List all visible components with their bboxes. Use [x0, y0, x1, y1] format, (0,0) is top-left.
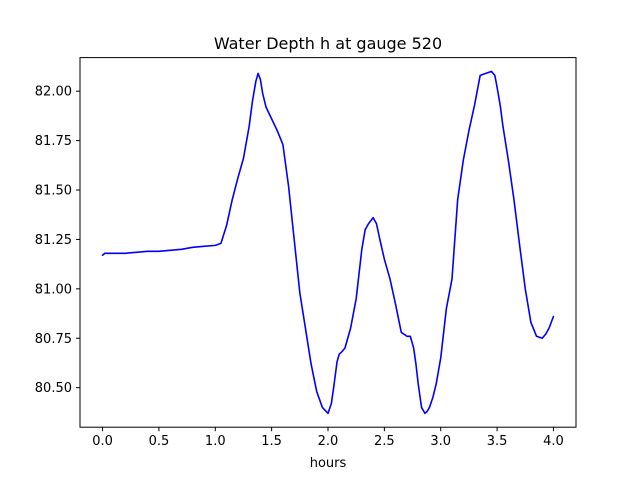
x-axis: 0.0 0.5 1.0 1.5 2.0 2.5 3.0 3.5 4.0	[92, 427, 564, 449]
y-axis: 80.50 80.75 81.00 81.25 81.50 81.75 82.00	[35, 85, 80, 396]
y-tick-label: 81.00	[35, 282, 72, 297]
series-line-1	[101, 70, 555, 415]
x-tick-label: 3.0	[430, 434, 451, 449]
plot-frame	[79, 57, 577, 428]
x-tick-label: 1.5	[261, 434, 282, 449]
y-tick-label: 81.75	[35, 134, 72, 149]
plot-area	[101, 70, 555, 415]
y-tick-label: 80.75	[35, 332, 72, 347]
x-tick-label: 4.0	[543, 434, 564, 449]
x-tick-label: 1.0	[205, 434, 226, 449]
y-tick-label: 81.50	[35, 184, 72, 199]
y-tick-label: 80.50	[35, 381, 72, 396]
x-tick-label: 2.5	[374, 434, 395, 449]
y-tick-label: 81.25	[35, 233, 72, 248]
x-axis-label: hours	[310, 456, 347, 471]
x-tick-label: 0.5	[149, 434, 170, 449]
x-tick-label: 0.0	[92, 434, 113, 449]
x-tick-label: 3.5	[487, 434, 508, 449]
chart-title: Water Depth h at gauge 520	[214, 34, 442, 53]
x-tick-label: 2.0	[318, 434, 339, 449]
y-tick-label: 82.00	[35, 85, 72, 100]
